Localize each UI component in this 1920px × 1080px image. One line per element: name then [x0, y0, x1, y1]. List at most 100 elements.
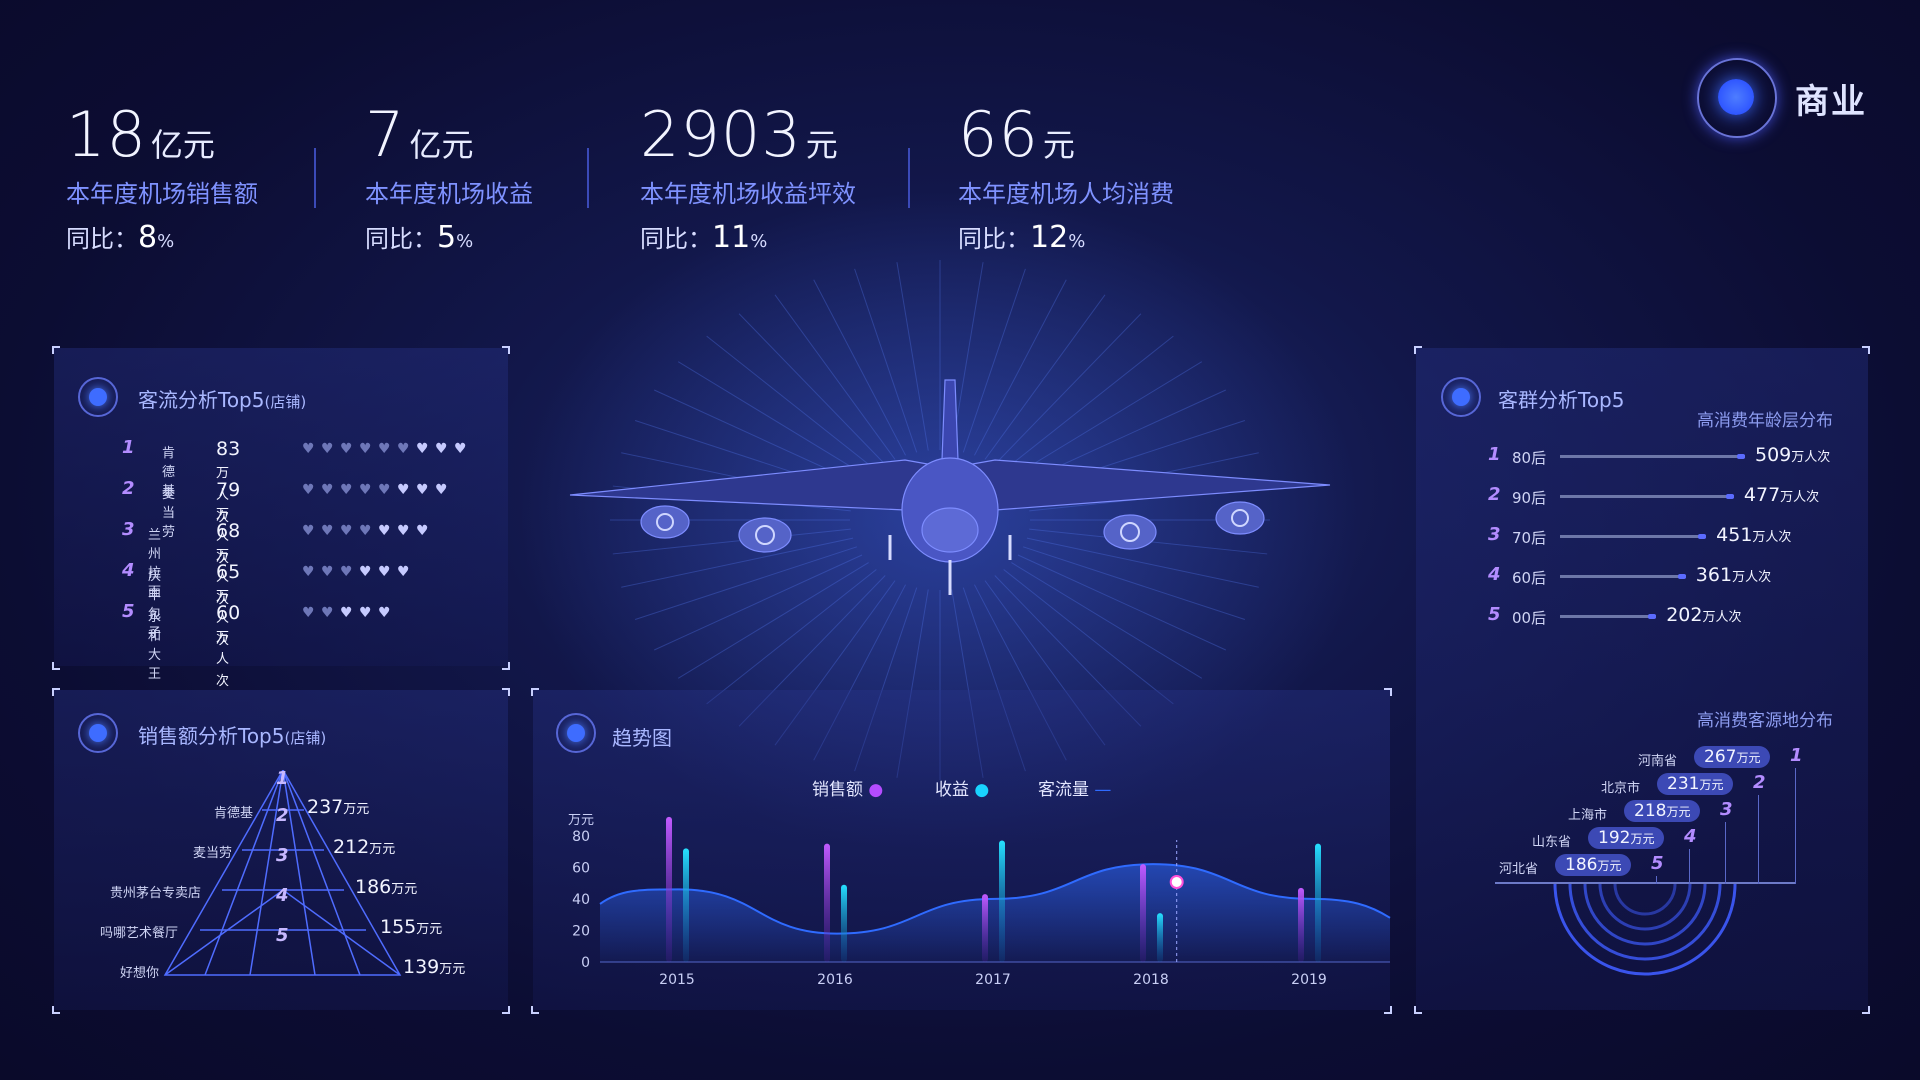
heart-icon: ♥ — [378, 441, 391, 457]
kpi-yoy: 同比：11% — [640, 220, 768, 255]
panel-dot-icon — [567, 724, 585, 742]
y-tick-label: 20 — [572, 923, 590, 939]
x-tick-label: 2015 — [659, 972, 695, 988]
shop-name: 肯德基 — [214, 806, 254, 821]
origin-leader-line — [1689, 849, 1690, 884]
heart-icon: ♥ — [397, 523, 410, 539]
origin-title: 高消费客源地分布 — [1697, 711, 1833, 731]
marker-dot — [1169, 875, 1184, 889]
revenue-bar — [1315, 843, 1321, 962]
revenue-bar — [683, 848, 689, 962]
shop-name: 永和大王 — [148, 610, 162, 682]
origin-value-pill: 218万元 — [1624, 800, 1701, 822]
age-title: 高消费年龄层分布 — [1697, 411, 1833, 431]
background-ray — [994, 575, 1142, 727]
brand-dot-icon — [1718, 79, 1754, 115]
heart-icon: ♥ — [397, 482, 410, 498]
heart-icon: ♥ — [302, 482, 315, 498]
background-ray — [677, 361, 869, 478]
traffic-panel-title: 客流分析Top5(店铺) — [138, 388, 307, 412]
age-label: 90后 — [1512, 489, 1547, 507]
heart-icon: ♥ — [321, 605, 334, 621]
heart-icon: ♥ — [454, 441, 467, 457]
sales-bar — [982, 894, 988, 962]
sales-panel-title: 销售额分析Top5(店铺) — [138, 724, 327, 748]
rank-number: 1 — [1488, 444, 1501, 465]
heart-icon: ♥ — [340, 523, 353, 539]
background-ray — [706, 335, 877, 471]
background-ray — [951, 589, 984, 778]
shop-name: 兰州拉面 — [148, 528, 162, 600]
rank-number: 5 — [1651, 853, 1664, 874]
age-value: 451万人次 — [1716, 524, 1792, 546]
age-value: 477万人次 — [1743, 484, 1820, 506]
background-ray — [1003, 569, 1174, 705]
kpi-revenue: 7 亿元 本年度机场收益 同比：5% — [365, 98, 533, 256]
rank-number: 2 — [276, 805, 289, 826]
panel-corner — [1862, 346, 1870, 354]
x-tick-label: 2017 — [975, 972, 1011, 988]
rank-number: 4 — [122, 560, 135, 581]
background-ray — [706, 569, 877, 705]
traffic-value: 79万人次 — [216, 479, 241, 566]
rank-number: 5 — [1488, 604, 1501, 625]
kpi-yoy: 同比：12% — [958, 220, 1086, 255]
kpi-per-capita: 66 元 本年度机场人均消费 同比：12% — [958, 100, 1174, 256]
background-ray — [813, 584, 907, 761]
traffic-panel — [54, 348, 508, 666]
background-ray — [1022, 546, 1246, 620]
age-label: 00后 — [1512, 609, 1547, 627]
heart-icon: ♥ — [416, 482, 429, 498]
x-tick-label: 2018 — [1133, 972, 1169, 988]
traffic-value: 60万人次 — [216, 602, 241, 689]
background-ray — [738, 575, 886, 727]
heart-icon: ♥ — [340, 441, 353, 457]
kpi-name: 本年度机场收益 — [365, 180, 533, 208]
rank-number: 3 — [276, 845, 289, 866]
age-bar-end — [1698, 534, 1707, 539]
heart-icon: ♥ — [321, 482, 334, 498]
y-tick-label: 80 — [572, 829, 590, 845]
panel-corner — [531, 1006, 539, 1014]
rank-number: 4 — [1684, 826, 1697, 847]
origin-leader-line — [1725, 822, 1726, 884]
revenue-bar — [999, 840, 1005, 962]
panel-corner — [502, 346, 510, 354]
panel-corner — [531, 688, 539, 696]
panel-ring-icon — [78, 713, 118, 753]
shop-name: 贵州茅台专卖店 — [110, 886, 202, 901]
age-bar-track — [1560, 455, 1745, 458]
background-ray — [896, 262, 929, 451]
origin-leader-line — [1795, 768, 1796, 884]
panel-corner — [502, 688, 510, 696]
age-label: 80后 — [1512, 449, 1547, 467]
rank-number: 2 — [122, 478, 135, 499]
shop-name: 好想你 — [120, 966, 160, 981]
panel-ring-icon — [78, 377, 118, 417]
heart-icon: ♥ — [359, 564, 372, 580]
background-ray — [1017, 554, 1226, 651]
traffic-value: 65万人次 — [216, 561, 241, 648]
traffic-value: 68万人次 — [216, 520, 241, 607]
y-tick-label: 0 — [581, 955, 590, 971]
sales-value: 212万元 — [333, 836, 396, 858]
kpi-unit: 元 — [805, 126, 838, 164]
background-ray — [973, 279, 1067, 456]
heart-icon: ♥ — [321, 564, 334, 580]
kpi-value: 7 — [365, 98, 406, 171]
sales-value: 237万元 — [307, 796, 370, 818]
kpi-name: 本年度机场收益坪效 — [640, 180, 856, 208]
kpi-yoy: 同比：5% — [365, 220, 474, 255]
rank-number: 1 — [122, 437, 135, 458]
heart-icon: ♥ — [397, 564, 410, 580]
background-ray — [962, 268, 1026, 453]
brand-ring-icon — [1697, 58, 1777, 138]
heart-icon: ♥ — [321, 441, 334, 457]
heart-icon: ♥ — [416, 523, 429, 539]
shop-name: 庆丰包子 — [148, 569, 162, 641]
kpi-divider — [587, 148, 589, 208]
heart-icon: ♥ — [321, 523, 334, 539]
age-bar-track — [1560, 575, 1686, 578]
heart-icon: ♥ — [340, 605, 353, 621]
heart-icon: ♥ — [378, 523, 391, 539]
